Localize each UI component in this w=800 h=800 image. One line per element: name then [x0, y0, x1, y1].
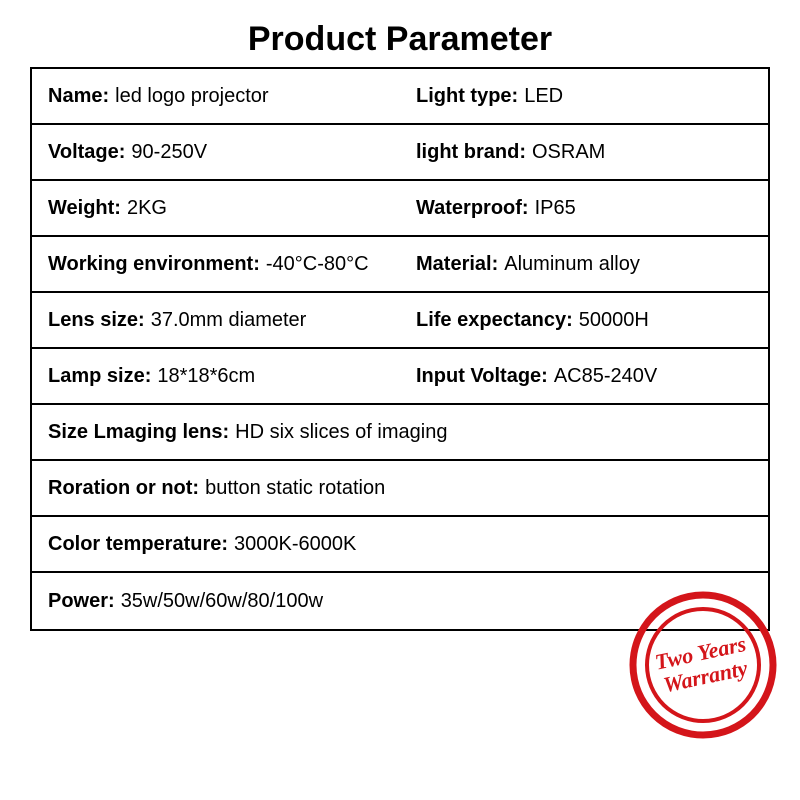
param-value: AC85-240V: [554, 365, 657, 388]
table-row: Roration or not: button static rotation: [32, 461, 768, 517]
table-row: Lamp size: 18*18*6cm Input Voltage: AC85-24…: [32, 349, 768, 405]
param-label: Color temperature:: [48, 533, 228, 556]
param-label: Light type:: [416, 85, 518, 108]
param-label: Lamp size:: [48, 365, 151, 388]
cell-left: Roration or not: button static rotation: [32, 463, 768, 514]
param-value: 18*18*6cm: [157, 365, 255, 388]
cell-left: Voltage: 90-250V: [32, 127, 400, 178]
param-value: led logo projector: [115, 85, 268, 108]
param-label: Power:: [48, 590, 115, 613]
cell-left: Power: 35w/50w/60w/80/100w: [32, 576, 768, 627]
param-label: Material:: [416, 253, 498, 276]
stamp-line2: Warranty: [661, 655, 750, 697]
cell-left: Color temperature: 3000K-6000K: [32, 519, 768, 570]
param-value: 35w/50w/60w/80/100w: [121, 590, 323, 613]
table-row: Voltage: 90-250V light brand: OSRAM: [32, 125, 768, 181]
param-value: button static rotation: [205, 477, 385, 500]
param-value: 90-250V: [131, 141, 207, 164]
table-row: Working environment: -40°C-80°C Material: A…: [32, 237, 768, 293]
param-value: LED: [524, 85, 563, 108]
param-label: light brand:: [416, 141, 526, 164]
param-label: Waterproof:: [416, 197, 529, 220]
stamp-line1: Two Years: [653, 631, 748, 675]
param-value: HD six slices of imaging: [235, 421, 447, 444]
param-label: Lens size:: [48, 309, 145, 332]
param-label: Voltage:: [48, 141, 125, 164]
cell-right: Material: Aluminum alloy: [400, 239, 768, 290]
table-row: Color temperature: 3000K-6000K: [32, 517, 768, 573]
cell-left: Size Lmaging lens: HD six slices of imagi…: [32, 407, 768, 458]
param-label: Size Lmaging lens:: [48, 421, 229, 444]
param-label: Weight:: [48, 197, 121, 220]
param-value: 3000K-6000K: [234, 533, 356, 556]
cell-right: Waterproof: IP65: [400, 183, 768, 234]
parameter-table: Name: led logo projector Light type: LED Vol…: [30, 67, 770, 631]
cell-left: Lens size: 37.0mm diameter: [32, 295, 400, 346]
param-value: IP65: [535, 197, 576, 220]
param-value: OSRAM: [532, 141, 605, 164]
cell-left: Name: led logo projector: [32, 71, 400, 122]
cell-right: Light type: LED: [400, 71, 768, 122]
table-row: Weight: 2KG Waterproof: IP65: [32, 181, 768, 237]
table-row: Size Lmaging lens: HD six slices of imagi…: [32, 405, 768, 461]
table-row: Lens size: 37.0mm diameter Life expectancy…: [32, 293, 768, 349]
cell-right: Life expectancy: 50000H: [400, 295, 768, 346]
cell-left: Working environment: -40°C-80°C: [32, 239, 400, 290]
param-value: 50000H: [579, 309, 649, 332]
cell-left: Weight: 2KG: [32, 183, 400, 234]
page-title: Product Parameter: [0, 0, 800, 67]
param-value: 37.0mm diameter: [151, 309, 307, 332]
param-label: Name:: [48, 85, 109, 108]
table-row: Power: 35w/50w/60w/80/100w: [32, 573, 768, 629]
cell-left: Lamp size: 18*18*6cm: [32, 351, 400, 402]
param-value: -40°C-80°C: [266, 253, 369, 276]
param-label: Life expectancy:: [416, 309, 573, 332]
param-value: Aluminum alloy: [504, 253, 640, 276]
param-label: Input Voltage:: [416, 365, 548, 388]
param-label: Roration or not:: [48, 477, 199, 500]
param-label: Working environment:: [48, 253, 260, 276]
param-value: 2KG: [127, 197, 167, 220]
cell-right: Input Voltage: AC85-240V: [400, 351, 768, 402]
table-row: Name: led logo projector Light type: LED: [32, 69, 768, 125]
cell-right: light brand: OSRAM: [400, 127, 768, 178]
